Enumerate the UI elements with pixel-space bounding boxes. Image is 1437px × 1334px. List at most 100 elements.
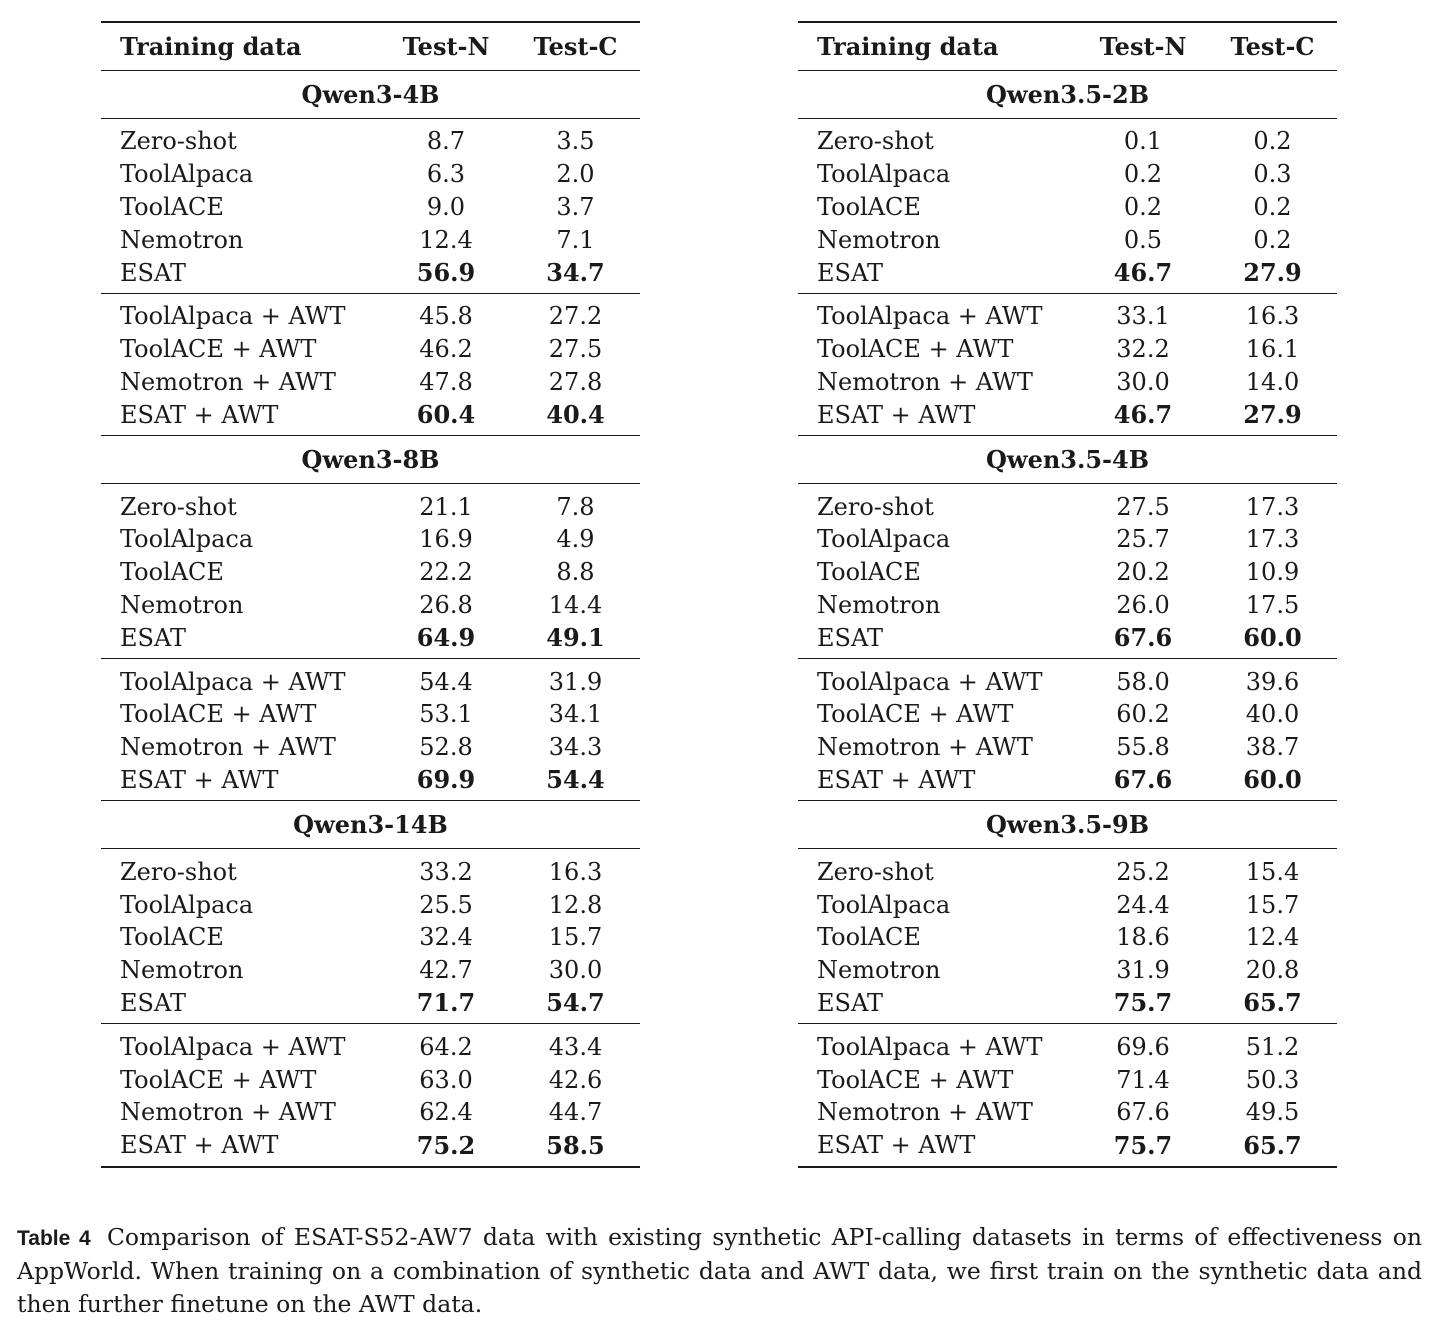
- test-c-cell: 44.7: [548, 1098, 603, 1127]
- test-n-cell: 55.8: [1116, 733, 1170, 762]
- training-data-cell: ToolAlpaca: [817, 160, 951, 189]
- test-c-cell: 54.4: [546, 765, 605, 795]
- table-row: ToolACE + AWT 71.4 50.3: [798, 1063, 1337, 1096]
- table-row: ToolAlpaca + AWT 45.8 27.2: [101, 300, 640, 333]
- test-n-cell: 33.1: [1116, 302, 1170, 331]
- table-row: Nemotron 42.7 30.0: [101, 954, 640, 987]
- test-n-cell: 62.4: [419, 1098, 473, 1127]
- table-row: Zero-shot 25.2 15.4: [798, 855, 1337, 888]
- header-rule: [101, 70, 640, 71]
- training-data-cell: ESAT: [817, 623, 883, 652]
- group-rule: [798, 292, 1337, 294]
- test-n-cell: 45.8: [419, 302, 473, 331]
- test-c-cell: 60.0: [1243, 623, 1302, 653]
- table-row: ESAT 46.7 27.9: [798, 256, 1337, 289]
- table-row: Nemotron 26.8 14.4: [101, 589, 640, 622]
- test-n-cell: 54.4: [419, 667, 473, 696]
- test-c-cell: 3.5: [556, 127, 595, 156]
- awt-group: ToolAlpaca + AWT 58.0 39.6 ToolACE + AWT 60.…: [798, 659, 1337, 800]
- training-data-cell: ToolACE + AWT: [817, 700, 1014, 729]
- model-section-title: Qwen3.5-4B: [986, 445, 1149, 475]
- training-data-cell: ToolAlpaca + AWT: [817, 302, 1043, 331]
- training-data-cell: ToolAlpaca + AWT: [120, 302, 346, 331]
- test-n-cell: 25.2: [1116, 857, 1170, 886]
- table-row: Zero-shot 27.5 17.3: [798, 490, 1337, 523]
- test-n-cell: 0.2: [1123, 160, 1163, 189]
- test-n-cell: 22.2: [419, 558, 473, 587]
- test-c-cell: 7.1: [556, 225, 595, 254]
- test-c-cell: 16.1: [1245, 335, 1300, 364]
- training-data-cell: ESAT + AWT: [120, 400, 279, 429]
- header-test-c: Test-C: [533, 32, 618, 61]
- test-c-cell: 17.5: [1245, 590, 1300, 619]
- training-data-cell: Zero-shot: [120, 857, 237, 886]
- test-n-cell: 63.0: [419, 1065, 473, 1094]
- training-data-cell: ToolACE: [817, 192, 921, 221]
- section-rule: [101, 118, 640, 119]
- training-data-cell: ToolACE: [817, 558, 921, 587]
- header-row: Training data Test-N Test-C: [101, 23, 640, 70]
- training-data-cell: ToolACE: [120, 923, 224, 952]
- test-c-cell: 58.5: [546, 1130, 605, 1160]
- section-rule: [798, 483, 1337, 485]
- test-c-cell: 31.9: [548, 667, 603, 696]
- test-n-cell: 6.3: [426, 160, 466, 189]
- table-row: Nemotron + AWT 67.6 49.5: [798, 1096, 1337, 1129]
- test-c-cell: 43.4: [548, 1032, 603, 1061]
- baseline-group: Zero-shot 0.1 0.2 ToolAlpaca 0.2 0.3 ToolACE 0.…: [798, 119, 1337, 293]
- test-c-cell: 34.1: [548, 700, 603, 729]
- test-c-cell: 0.2: [1253, 192, 1292, 221]
- test-n-cell: 64.2: [419, 1032, 473, 1061]
- bottom-rule: [101, 1165, 640, 1168]
- training-data-cell: Nemotron: [120, 225, 244, 254]
- awt-group: ToolAlpaca + AWT 33.1 16.3 ToolACE + AWT 32.…: [798, 294, 1337, 435]
- awt-group: ToolAlpaca + AWT 64.2 43.4 ToolACE + AWT 63.…: [101, 1024, 640, 1165]
- table-row: ESAT 71.7 54.7: [101, 987, 640, 1020]
- test-c-cell: 27.9: [1243, 400, 1302, 430]
- training-data-cell: ToolACE + AWT: [120, 335, 317, 364]
- header-test-c: Test-C: [1230, 32, 1315, 61]
- training-data-cell: Nemotron: [120, 590, 244, 619]
- table-row: ToolACE 20.2 10.9: [798, 556, 1337, 589]
- training-data-cell: ToolAlpaca: [120, 890, 254, 919]
- test-c-cell: 27.5: [548, 335, 603, 364]
- table-row: Nemotron + AWT 52.8 34.3: [101, 731, 640, 764]
- test-n-cell: 75.7: [1113, 988, 1173, 1018]
- training-data-cell: Nemotron + AWT: [120, 733, 336, 762]
- table-row: ToolAlpaca + AWT 64.2 43.4: [101, 1030, 640, 1063]
- results-table-left: Training data Test-N Test-C Qwen3-4B Zero-sh…: [101, 21, 640, 1168]
- section-end-rule: [101, 800, 640, 802]
- test-n-cell: 30.0: [1116, 367, 1170, 396]
- header-test-n: Test-N: [1099, 32, 1187, 61]
- group-rule: [798, 658, 1337, 660]
- training-data-cell: Zero-shot: [817, 857, 934, 886]
- table-row: ESAT 64.9 49.1: [101, 621, 640, 654]
- training-data-cell: ToolACE: [817, 923, 921, 952]
- model-section-title: Qwen3-14B: [293, 810, 448, 840]
- table-row: ESAT 67.6 60.0: [798, 621, 1337, 654]
- training-data-cell: ToolAlpaca: [120, 525, 254, 554]
- test-c-cell: 16.3: [1245, 302, 1300, 331]
- awt-group: ToolAlpaca + AWT 54.4 31.9 ToolACE + AWT 53.…: [101, 659, 640, 800]
- test-n-cell: 0.5: [1123, 225, 1163, 254]
- top-rule: [101, 21, 640, 23]
- training-data-cell: ToolAlpaca + AWT: [120, 1032, 346, 1061]
- table-row: ESAT 56.9 34.7: [101, 256, 640, 289]
- test-n-cell: 32.2: [1116, 335, 1170, 364]
- training-data-cell: ToolACE + AWT: [120, 1065, 317, 1094]
- table-row: Zero-shot 8.7 3.5: [101, 125, 640, 158]
- test-c-cell: 30.0: [548, 956, 603, 985]
- header-training-data: Training data: [817, 32, 999, 61]
- table-row: ToolACE 9.0 3.7: [101, 191, 640, 224]
- test-c-cell: 50.3: [1245, 1065, 1300, 1094]
- test-n-cell: 69.6: [1116, 1032, 1170, 1061]
- test-c-cell: 20.8: [1245, 956, 1300, 985]
- model-section-title: Qwen3-8B: [301, 445, 440, 475]
- test-c-cell: 27.9: [1243, 258, 1302, 288]
- training-data-cell: ESAT + AWT: [120, 765, 279, 794]
- test-c-cell: 27.2: [548, 302, 603, 331]
- training-data-cell: Zero-shot: [120, 492, 237, 521]
- test-c-cell: 34.7: [546, 258, 605, 288]
- bottom-rule: [798, 1165, 1337, 1168]
- test-c-cell: 8.8: [556, 558, 595, 587]
